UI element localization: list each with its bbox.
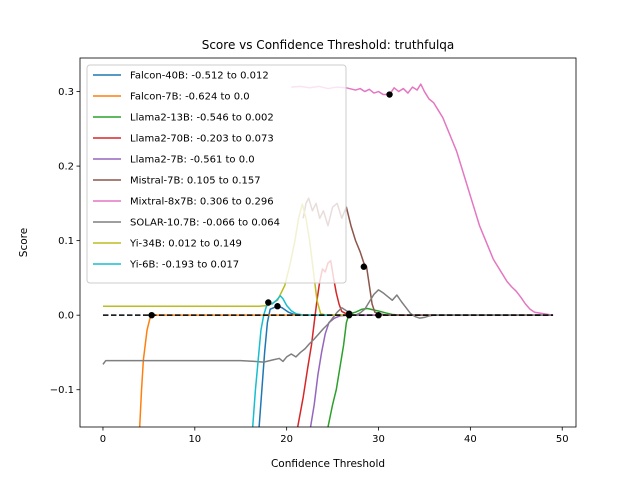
y-tick-label: −0.1 [50,385,74,396]
legend-label-4: Llama2-7B: -0.561 to 0.0 [130,155,255,166]
series-marker-6 [386,91,393,98]
x-tick-label: 50 [556,434,569,445]
y-axis: −0.1 0.0 0.1 0.2 0.3 [50,87,80,396]
legend-label-3: Llama2-70B: -0.203 to 0.073 [130,134,274,145]
series-marker-0 [274,303,281,310]
series-line-0 [258,305,350,427]
x-tick-label: 0 [100,434,106,445]
legend-label-7: SOLAR-10.7B: -0.066 to 0.064 [130,218,280,229]
legend-label-0: Falcon-40B: -0.512 to 0.012 [130,71,269,82]
series-line-2 [327,307,554,427]
legend-label-1: Falcon-7B: -0.624 to 0.0 [130,92,250,103]
legend-label-9: Yi-6B: -0.193 to 0.017 [129,260,239,271]
y-axis-label: Score [18,228,30,257]
x-tick-label: 10 [188,434,201,445]
y-tick-label: 0.3 [58,87,74,98]
y-tick-label: 0.1 [58,236,74,247]
y-tick-label: 0.0 [58,311,74,322]
x-axis: 0 10 20 30 40 50 [100,427,569,445]
series-line-6 [291,83,554,316]
chart-title: Score vs Confidence Threshold: truthfulq… [202,38,455,52]
legend-label-8: Yi-34B: 0.012 to 0.149 [129,239,242,250]
legend: Falcon-40B: -0.512 to 0.012 Falcon-7B: -0… [86,64,347,284]
x-tick-label: 20 [280,434,293,445]
series-line-9 [251,295,333,427]
series-marker-9 [265,299,272,306]
x-tick-label: 30 [372,434,385,445]
x-axis-label: Confidence Threshold [271,458,385,470]
series-line-7 [102,289,554,365]
legend-label-2: Llama2-13B: -0.546 to 0.002 [130,113,274,124]
series-marker-4 [345,311,353,319]
legend-label-5: Mistral-7B: 0.105 to 0.157 [130,176,261,187]
y-tick-label: 0.2 [58,162,74,173]
x-tick-label: 40 [464,434,477,445]
plot-frame [79,57,577,428]
series-marker-5 [360,263,368,270]
series-layer [102,83,554,427]
series-marker-3 [375,311,382,319]
legend-box [86,64,347,284]
series-marker-1 [148,311,155,319]
marker-layer [148,91,393,319]
legend-label-6: Mixtral-8x7B: 0.306 to 0.296 [130,197,274,208]
